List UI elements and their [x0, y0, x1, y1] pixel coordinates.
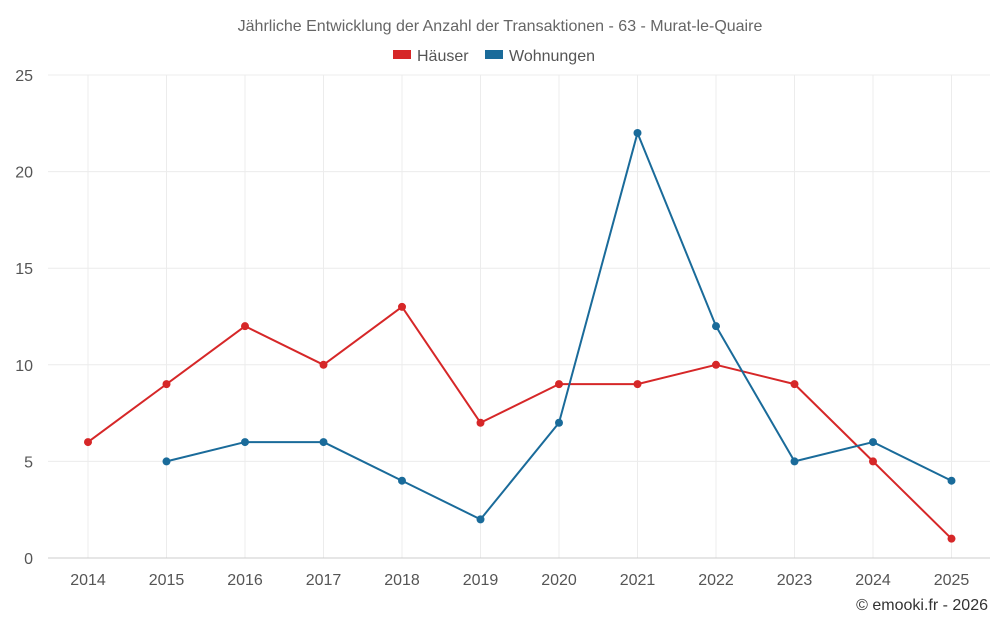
chart: Jährliche Entwicklung der Anzahl der Tra…: [0, 0, 1000, 625]
legend-swatch-wohnungen: [485, 50, 503, 59]
x-tick-label: 2019: [463, 572, 499, 589]
data-point-wohnungen-2015: [163, 457, 171, 465]
legend-label-wohnungen: Wohnungen: [509, 48, 595, 65]
data-point-h-user-2021: [634, 380, 642, 388]
legend: Häuser Wohnungen: [393, 48, 595, 65]
x-tick-label: 2024: [855, 572, 891, 589]
data-point-h-user-2019: [477, 419, 485, 427]
x-tick-label: 2022: [698, 572, 734, 589]
x-tick-label: 2025: [934, 572, 970, 589]
series-h-user: [84, 303, 956, 543]
y-tick-label: 0: [24, 551, 33, 568]
y-tick-label: 15: [15, 261, 33, 278]
data-point-wohnungen-2022: [712, 322, 720, 330]
x-tick-label: 2014: [70, 572, 106, 589]
data-point-h-user-2022: [712, 361, 720, 369]
data-point-wohnungen-2019: [477, 515, 485, 523]
credit-text: © emooki.fr - 2026: [856, 597, 988, 614]
data-point-h-user-2020: [555, 380, 563, 388]
grid: [48, 75, 990, 558]
data-point-h-user-2025: [948, 535, 956, 543]
x-tick-label: 2015: [149, 572, 185, 589]
data-point-h-user-2015: [163, 380, 171, 388]
data-point-wohnungen-2025: [948, 477, 956, 485]
data-point-h-user-2014: [84, 438, 92, 446]
x-tick-label: 2018: [384, 572, 420, 589]
data-point-h-user-2024: [869, 457, 877, 465]
data-point-wohnungen-2017: [320, 438, 328, 446]
x-tick-label: 2021: [620, 572, 656, 589]
x-tick-label: 2020: [541, 572, 577, 589]
x-tick-label: 2017: [306, 572, 342, 589]
data-point-wohnungen-2023: [791, 457, 799, 465]
legend-swatch-hauser: [393, 50, 411, 59]
y-tick-label: 10: [15, 358, 33, 375]
series: [84, 129, 956, 543]
data-point-h-user-2023: [791, 380, 799, 388]
data-point-h-user-2016: [241, 322, 249, 330]
data-point-wohnungen-2016: [241, 438, 249, 446]
chart-title: Jährliche Entwicklung der Anzahl der Tra…: [238, 18, 763, 35]
data-point-h-user-2018: [398, 303, 406, 311]
data-point-wohnungen-2024: [869, 438, 877, 446]
y-tick-label: 25: [15, 68, 33, 85]
x-tick-label: 2016: [227, 572, 263, 589]
series-line-h-user: [88, 307, 952, 539]
data-point-wohnungen-2020: [555, 419, 563, 427]
y-tick-label: 20: [15, 165, 33, 182]
x-tick-label: 2023: [777, 572, 813, 589]
chart-svg: Jährliche Entwicklung der Anzahl der Tra…: [0, 0, 1000, 625]
legend-label-hauser: Häuser: [417, 48, 469, 65]
data-point-h-user-2017: [320, 361, 328, 369]
data-point-wohnungen-2018: [398, 477, 406, 485]
data-point-wohnungen-2021: [634, 129, 642, 137]
y-tick-label: 5: [24, 454, 33, 471]
